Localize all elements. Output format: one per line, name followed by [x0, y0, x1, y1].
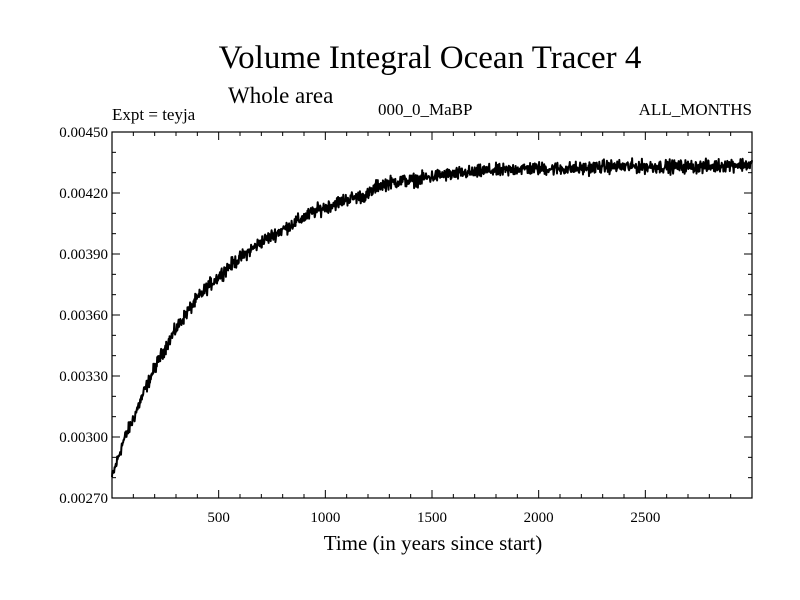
y-tick-label: 0.00420 — [59, 186, 108, 202]
x-tick-label: 1500 — [417, 510, 447, 526]
y-tick-label: 0.00330 — [59, 369, 108, 385]
y-tick-label: 0.00270 — [59, 491, 108, 507]
months-label: ALL_MONTHS — [638, 100, 752, 119]
x-tick-label: 1000 — [310, 510, 340, 526]
y-tick-label: 0.00360 — [59, 308, 108, 324]
y-tick-label: 0.00450 — [59, 125, 108, 141]
x-tick-label: 2000 — [524, 510, 554, 526]
x-axis-label: Time (in years since start) — [323, 531, 543, 555]
tick-marks — [112, 131, 752, 499]
y-tick-label: 0.00300 — [59, 430, 108, 446]
series-line — [111, 157, 753, 478]
period-label: 000_0_MaBP — [378, 100, 473, 119]
y-tick-labels: 0.00270 0.00300 0.00330 0.00360 0.00390 0.004… — [59, 125, 108, 507]
plot-frame — [111, 131, 753, 499]
x-tick-labels: 500 1000 1500 2000 2500 — [207, 510, 660, 526]
chart-title: Volume Integral Ocean Tracer 4 — [218, 40, 642, 76]
y-tick-label: 0.00390 — [59, 247, 108, 263]
chart-subtitle: Whole area — [228, 83, 334, 108]
experiment-label: Expt = teyja — [112, 105, 196, 124]
x-tick-label: 2500 — [630, 510, 660, 526]
x-tick-label: 500 — [207, 510, 230, 526]
